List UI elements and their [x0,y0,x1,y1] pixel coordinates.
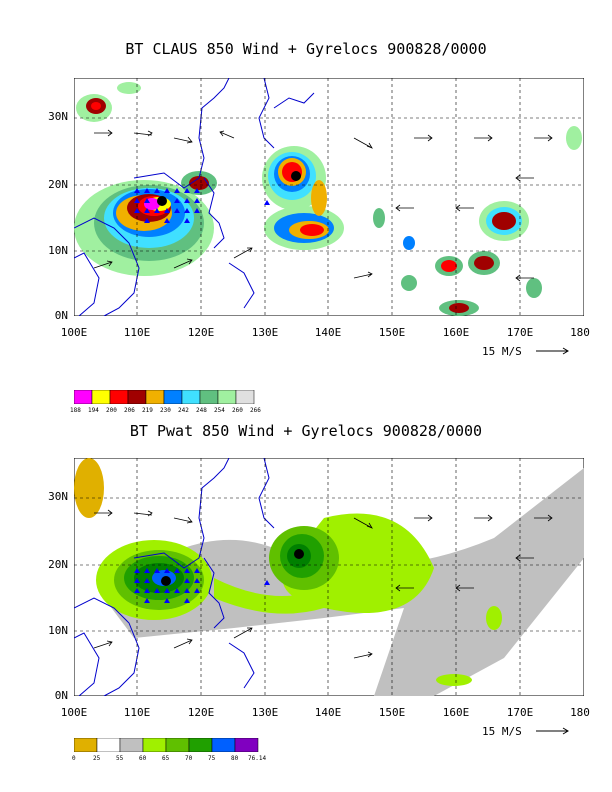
panel1-coastlines [74,78,315,316]
panel2-typhoon-symbols [161,549,304,586]
panel2-scale-arrow [536,727,569,735]
panel2-map [74,458,584,696]
panel1-lon-180: 180 [570,326,590,339]
panel2-lon-140e: 140E [314,706,342,719]
panel2-lat-10n: 10N [48,624,68,637]
panel1-lat-30n: 30N [48,110,68,123]
panel1-lat-20n: 20N [48,178,68,191]
panel2-gyre-locations [134,568,270,603]
panel1-map [74,78,584,316]
panel1-lon-140e: 140E [314,326,342,339]
panel1-colorbar [74,390,255,404]
panel2-lon-130e: 130E [251,706,279,719]
panel2-wind-vectors [93,509,553,659]
panel2-cb-label-3: 60 [139,755,147,762]
panel2-cb-label-2: 55 [116,755,124,762]
panel1-cb-label-10: 266 [250,407,261,414]
panel1-lon-170e: 170E [506,326,534,339]
panel2-colorbar [74,738,259,752]
panel1-lon-110e: 110E [123,326,151,339]
panel1-wind-vectors [93,129,553,282]
panel2-lon-120e: 120E [187,706,215,719]
panel1-cb-label-9: 260 [232,407,243,414]
panel2-pwat-field [74,458,584,696]
panel2-title: BT Pwat 850 Wind + Gyrelocs 900828/0000 [129,422,483,440]
panel2-lon-180: 180 [570,706,590,719]
panel1-cb-label-6: 242 [178,407,189,414]
panel1-cloud-field [74,82,582,316]
panel2-lat-20n: 20N [48,558,68,571]
panel1-typhoon-symbols [157,171,301,206]
panel1-cb-label-4: 219 [142,407,153,414]
panel2-lat-30n: 30N [48,490,68,503]
panel2-cb-label-0: 0 [72,755,76,762]
panel1-lon-150e: 150E [378,326,406,339]
panel2-cb-label-4: 65 [162,755,170,762]
panel1-gyre-locations [134,188,270,223]
panel2-lon-160e: 160E [442,706,470,719]
panel2-grid [74,458,584,696]
panel1-title: BT CLAUS 850 Wind + Gyrelocs 900828/0000 [125,40,487,58]
panel1-lat-10n: 10N [48,244,68,257]
panel2-lon-100e: 100E [60,706,88,719]
panel1-cb-label-0: 188 [70,407,81,414]
panel2-cb-label-1: 25 [93,755,101,762]
panel1-lon-120e: 120E [187,326,215,339]
panel2-cb-label-8: 76.14 [248,755,267,762]
panel1-scale-arrow [536,347,569,355]
panel2-lat-0n: 0N [54,689,68,702]
panel2-cb-label-6: 75 [208,755,216,762]
panel1-scale-label: 15 M/S [482,345,522,358]
panel1-lat-0n: 0N [54,309,68,322]
panel1-cb-label-2: 200 [106,407,117,414]
panel1-cb-label-5: 230 [160,407,171,414]
panel1-grid [74,78,584,316]
panel2-lon-110e: 110E [123,706,151,719]
panel2-lon-150e: 150E [378,706,406,719]
panel2-coastlines [74,458,275,696]
panel2-scale-label: 15 M/S [482,725,522,738]
panel2-cb-label-5: 70 [185,755,193,762]
panel1-cb-label-1: 194 [88,407,99,414]
panel1-lon-100e: 100E [60,326,88,339]
panel1-lon-160e: 160E [442,326,470,339]
panel1-cb-label-7: 248 [196,407,207,414]
panel2-lon-170e: 170E [506,706,534,719]
panel1-cb-label-3: 206 [124,407,135,414]
panel1-lon-130e: 130E [251,326,279,339]
panel1-cb-label-8: 254 [214,407,225,414]
panel2-cb-label-7: 80 [231,755,239,762]
